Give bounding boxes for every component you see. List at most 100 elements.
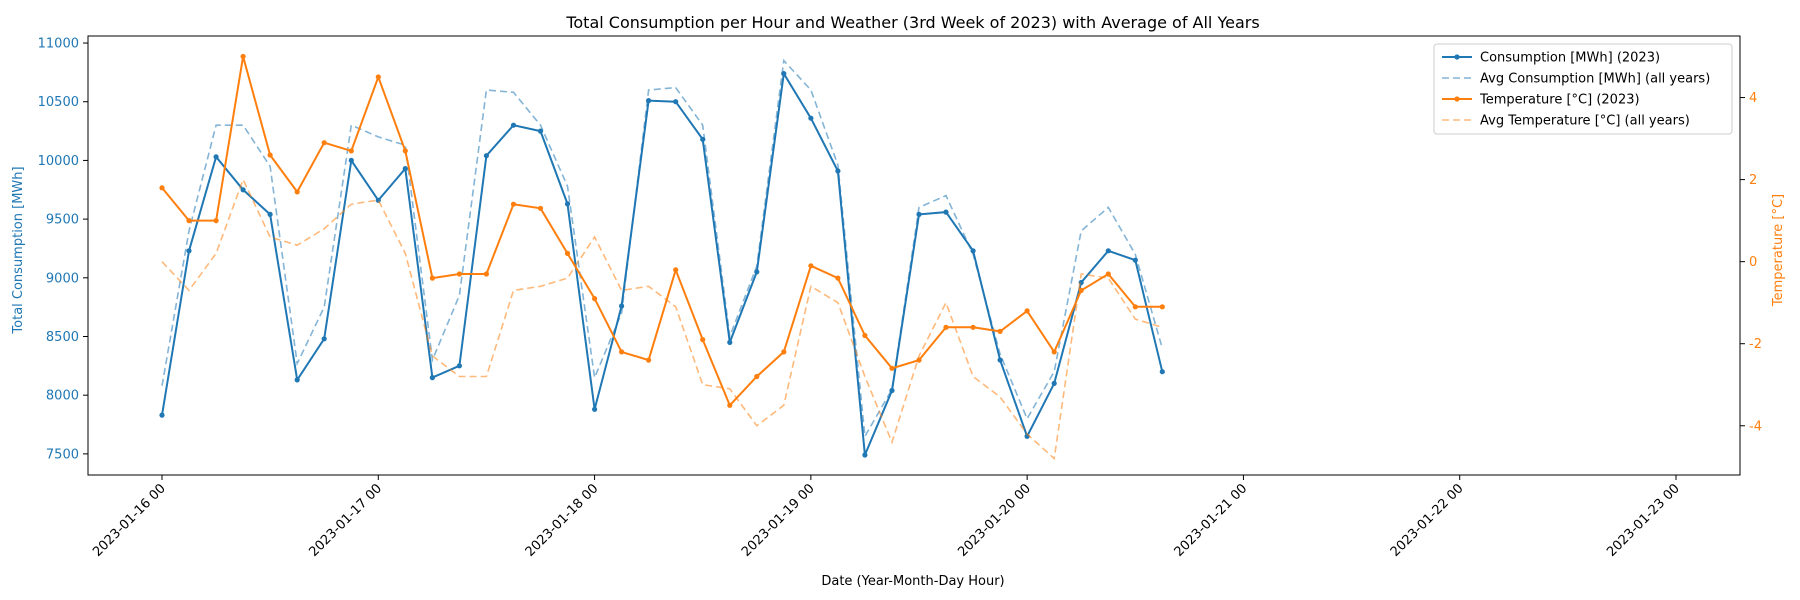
legend-label-1: Avg Consumption [MWh] (all years) [1480,72,1710,87]
data-point-0-33 [1051,380,1057,386]
y-axis-left-title: Total Consumption [MWh] [11,166,26,334]
data-point-2-13 [510,201,517,207]
data-point-0-30 [970,248,976,254]
data-point-0-31 [997,357,1003,363]
data-point-2-19 [673,267,679,273]
x-tick-label-5: 2023-01-21 00 [1172,481,1251,560]
data-point-0-2 [213,154,219,160]
data-point-2-30 [970,324,976,330]
data-point-2-17 [619,349,625,355]
data-point-0-9 [402,166,408,172]
y-left-tick-label-2: 8500 [46,330,79,345]
data-point-2-36 [1132,304,1138,310]
data-point-2-22 [754,373,760,380]
data-point-2-32 [1024,308,1030,314]
series-line-0 [161,70,1164,456]
data-point-2-33 [1051,349,1057,355]
data-point-0-16 [592,406,598,412]
data-point-2-27 [889,365,895,371]
data-point-0-3 [240,187,246,193]
y-right-tick-label-2: 0 [1749,255,1757,270]
data-point-2-26 [862,332,868,339]
data-point-0-35 [1105,248,1111,254]
data-point-0-6 [321,336,327,342]
y-left-tick-label-6: 10500 [38,95,79,110]
y-left-tick-label-0: 7500 [46,447,79,462]
data-point-0-21 [727,339,733,345]
legend-box [1433,43,1733,135]
x-tick-label-2: 2023-01-18 00 [523,481,602,560]
data-point-0-1 [186,248,192,254]
data-point-2-3 [240,53,246,60]
x-tick-label-4: 2023-01-20 00 [955,481,1034,560]
chart-title: Total Consumption per Hour and Weather (… [565,13,1259,32]
y-left-tick-label-3: 9000 [46,271,79,286]
data-point-0-12 [483,153,489,159]
data-point-2-14 [537,205,544,211]
data-point-2-1 [186,218,192,224]
legend-label-2: Temperature [°C] (2023) [1479,93,1640,108]
data-point-0-24 [808,115,814,121]
data-point-2-21 [727,402,733,408]
data-point-0-15 [564,201,571,207]
y-left-tick-label-1: 8000 [46,389,79,404]
x-tick-label-1: 2023-01-17 00 [306,481,385,560]
plot-frame [87,35,1741,476]
data-point-2-34 [1078,287,1084,293]
data-point-2-8 [375,74,381,80]
x-tick-label-0: 2023-01-16 00 [90,481,169,560]
legend-label-3: Avg Temperature [°C] (all years) [1480,114,1690,129]
legend-label-0: Consumption [MWh] (2023) [1480,51,1660,66]
data-point-2-31 [997,328,1003,334]
data-point-2-35 [1105,271,1111,277]
data-point-2-37 [1159,304,1165,310]
data-point-0-19 [673,99,679,105]
data-point-2-6 [321,140,327,146]
data-point-2-29 [943,324,949,330]
data-point-0-10 [429,375,435,381]
data-point-0-0 [159,412,165,418]
data-point-0-25 [835,168,841,174]
legend-marker-2 [1454,96,1460,102]
data-point-0-26 [862,452,868,458]
series-line-1 [161,58,1164,439]
data-point-2-18 [646,357,652,363]
data-point-2-24 [808,263,814,269]
y-right-tick-label-0: -4 [1749,419,1762,434]
data-point-2-15 [564,250,571,256]
y-right-tick-label-3: 2 [1749,173,1757,188]
x-axis-title: Date (Year-Month-Day Hour) [821,574,1004,589]
data-point-0-4 [267,211,273,217]
x-tick-label-6: 2023-01-22 00 [1388,481,1467,560]
data-point-2-11 [456,271,462,277]
data-point-2-12 [483,271,489,277]
data-point-2-9 [402,148,408,154]
data-point-2-25 [835,275,841,281]
data-point-0-13 [510,122,517,128]
y-right-tick-label-4: 4 [1749,91,1757,106]
data-point-2-10 [429,275,435,281]
y-left-tick-label-4: 9500 [46,213,79,228]
data-point-0-29 [943,209,949,215]
data-point-0-11 [456,363,462,369]
y-left-tick-label-7: 11000 [38,37,79,52]
data-point-0-5 [294,377,300,383]
legend: Consumption [MWh] (2023) Avg Consumption … [1433,43,1733,135]
y-axis-right-title: Temperature [°C] [1771,194,1786,307]
y-left-tick-label-5: 10000 [38,154,79,169]
series-line-3 [161,177,1163,461]
plot-area [159,53,1165,461]
data-point-2-20 [700,337,706,343]
x-tick-label-7: 2023-01-23 00 [1604,481,1683,560]
data-point-0-37 [1159,369,1165,375]
data-point-2-2 [213,218,219,224]
series-line-2 [161,56,1163,408]
data-point-2-7 [348,148,354,154]
legend-marker-0 [1454,54,1460,60]
data-point-2-16 [592,296,598,302]
data-point-2-0 [159,185,165,191]
y-right-tick-label-1: -2 [1749,337,1762,352]
data-point-2-4 [267,152,273,158]
